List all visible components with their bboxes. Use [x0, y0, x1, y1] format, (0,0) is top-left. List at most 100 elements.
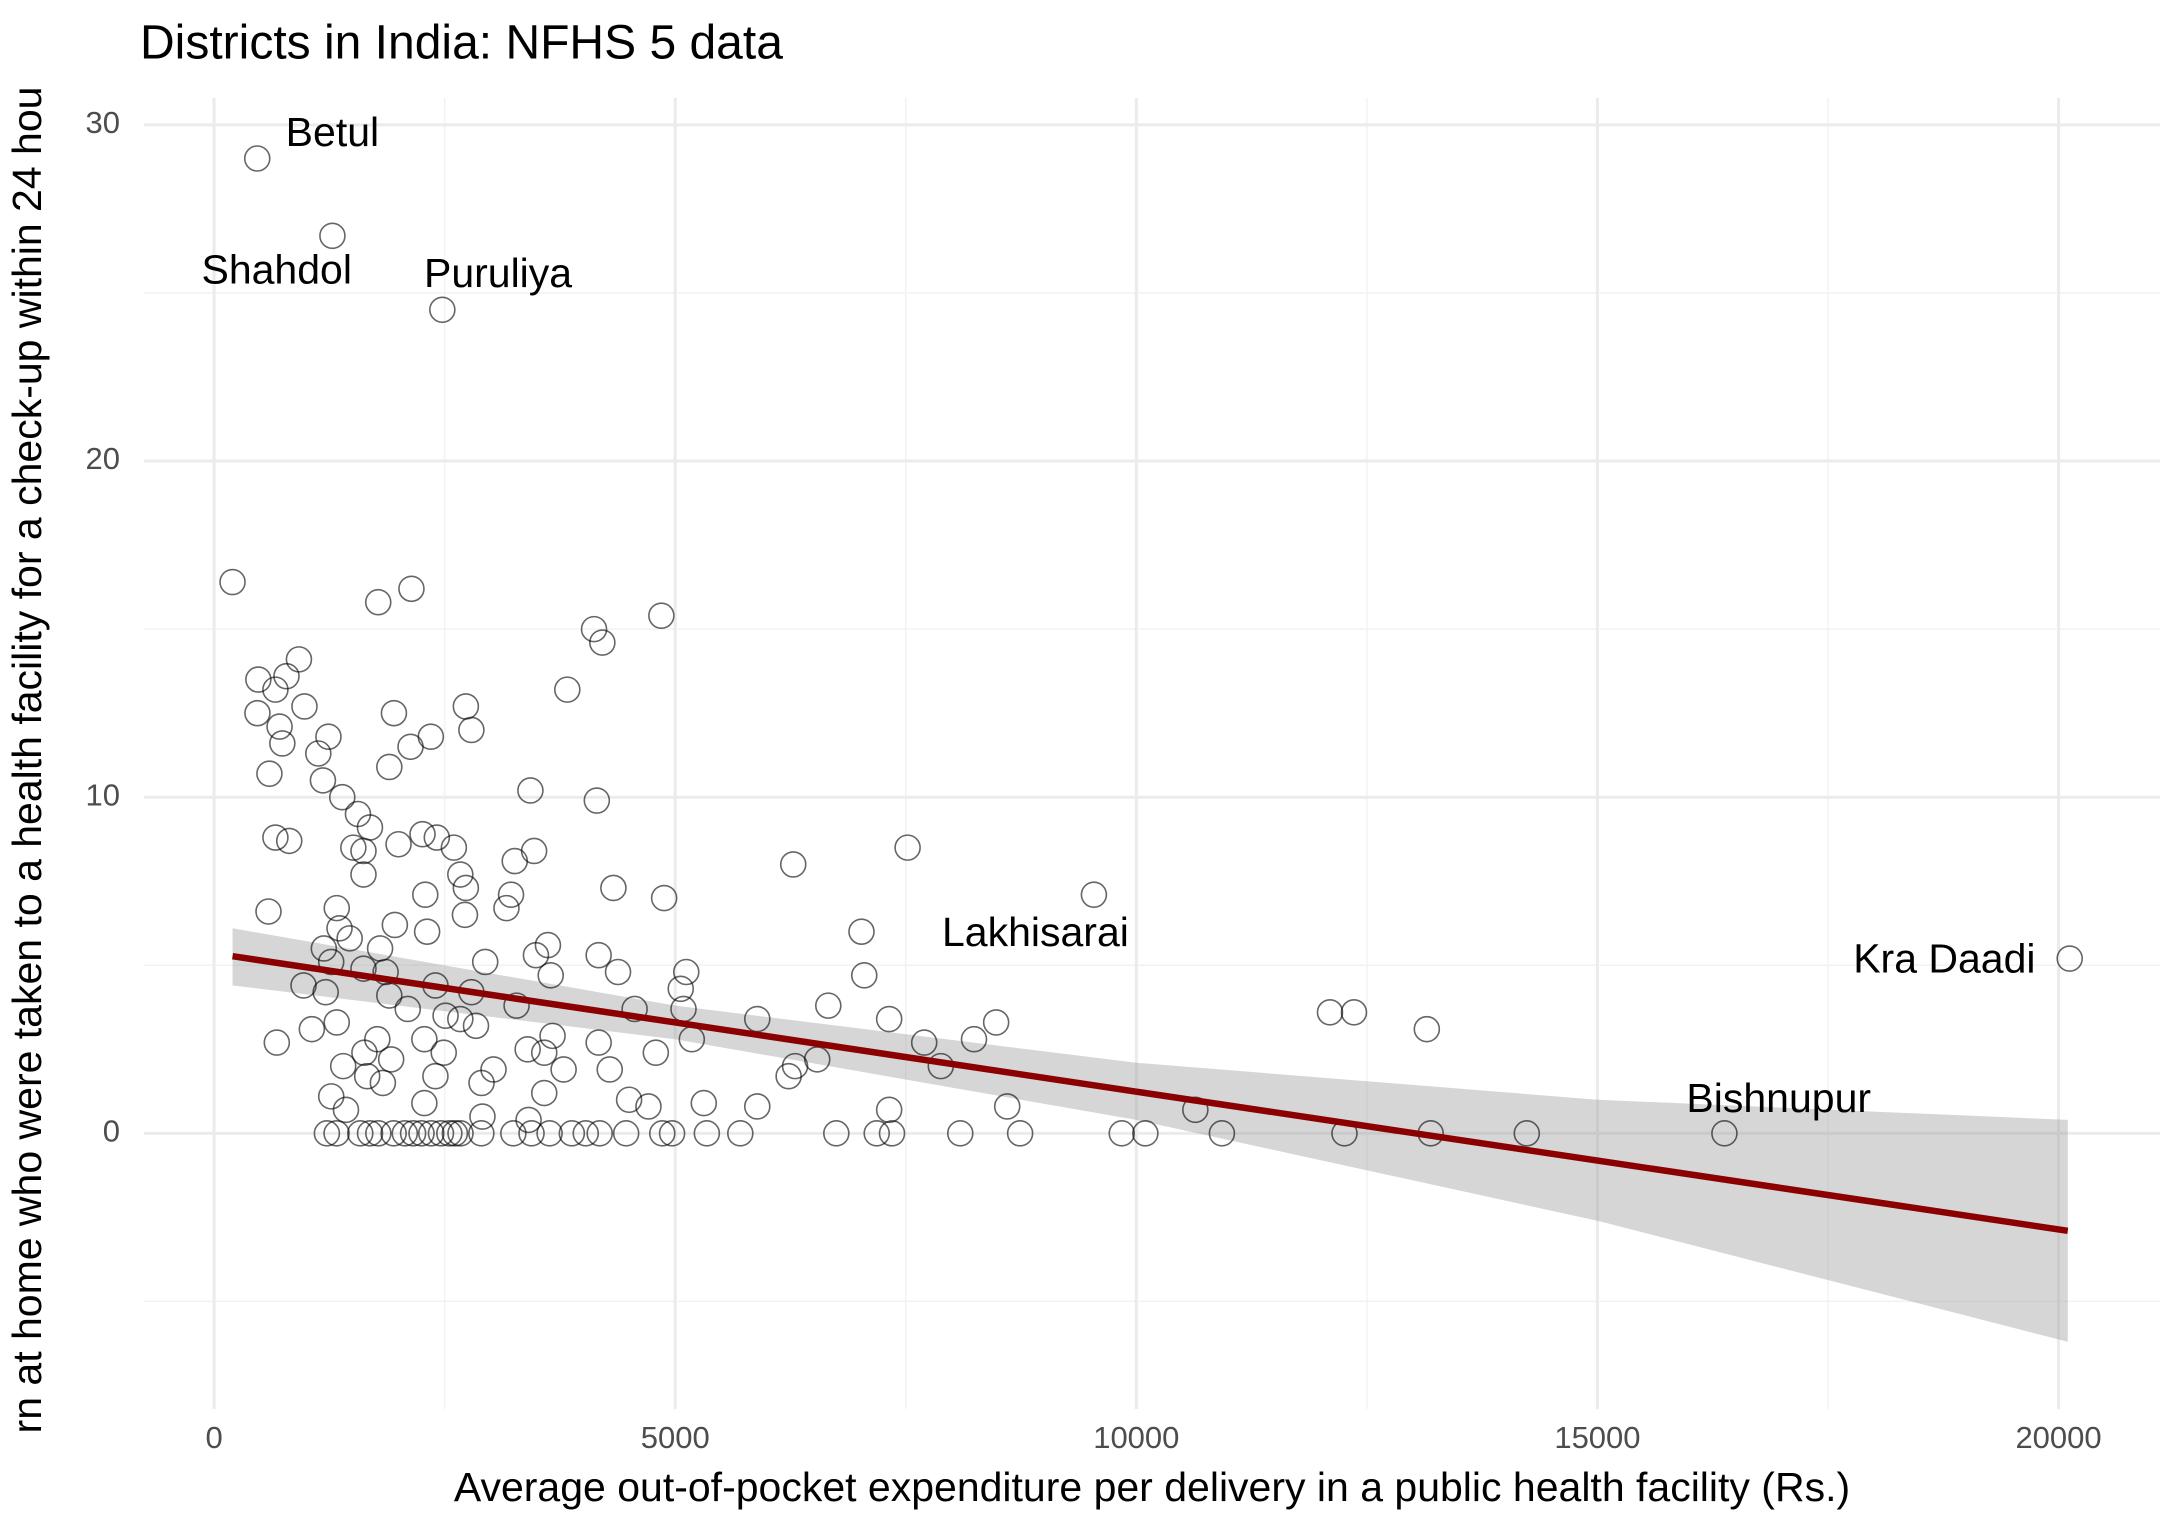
data-point: [411, 881, 439, 908]
data-point: [351, 1039, 378, 1066]
data-point: [1132, 1120, 1159, 1147]
data-point: [635, 1093, 662, 1120]
data-point: [648, 1120, 676, 1147]
data-point: [501, 847, 529, 875]
data-point: [468, 1120, 495, 1147]
data-point: [863, 1120, 891, 1147]
annotation: Bishnupur: [1686, 1075, 1871, 1121]
x-axis-label: Average out-of-pocket expenditure per de…: [454, 1464, 1850, 1510]
data-point: [960, 1025, 988, 1053]
data-point: [255, 898, 282, 925]
data-point: [743, 1093, 771, 1120]
x-tick-label: 20000: [2015, 1420, 2101, 1455]
data-point: [263, 1029, 291, 1056]
data-point: [993, 1093, 1021, 1120]
data-point: [266, 713, 293, 740]
data-point: [356, 1120, 384, 1147]
data-point: [536, 1120, 563, 1147]
data-point: [381, 911, 409, 939]
data-point: [878, 1120, 906, 1147]
y-tick-label: 20: [86, 441, 120, 476]
data-point: [365, 1120, 392, 1147]
data-point: [550, 1056, 577, 1083]
data-point: [273, 662, 300, 690]
data-point: [1711, 1120, 1738, 1147]
data-point: [572, 1120, 600, 1147]
data-point: [244, 699, 271, 727]
data-point: [814, 992, 842, 1019]
data-point: [328, 783, 356, 811]
data-point: [310, 935, 338, 962]
data-point: [497, 881, 525, 908]
data-point: [589, 629, 616, 656]
data-point: [399, 1120, 427, 1147]
data-point: [447, 1005, 474, 1033]
data-point: [493, 894, 520, 922]
data-point: [429, 296, 456, 324]
data-point: [369, 1069, 397, 1097]
data-point: [350, 837, 377, 865]
data-point: [848, 918, 875, 945]
data-point: [380, 1120, 407, 1147]
regression-line: [232, 952, 2069, 1235]
data-point: [309, 767, 337, 794]
y-tick-label: 30: [86, 105, 120, 140]
data-point: [411, 1025, 438, 1053]
data-point: [313, 1120, 341, 1147]
data-point: [658, 1120, 686, 1147]
data-point: [775, 1062, 802, 1090]
data-point: [1108, 1120, 1136, 1147]
data-point: [417, 1120, 445, 1147]
data-point: [530, 1079, 558, 1107]
data-point: [317, 948, 345, 976]
data-point: [336, 925, 363, 952]
data-point: [364, 588, 392, 616]
data-point: [558, 1120, 586, 1147]
data-point: [380, 699, 408, 727]
data-point: [621, 995, 648, 1023]
data-point: [451, 901, 479, 929]
data-point: [522, 941, 550, 969]
data-point: [262, 824, 289, 851]
data-point: [600, 874, 627, 902]
data-point: [323, 894, 351, 922]
data-point: [604, 958, 632, 986]
data-point: [376, 753, 403, 781]
data-point: [667, 975, 695, 1003]
data-point: [269, 730, 296, 757]
annotation: Betul: [286, 109, 379, 155]
annotation: Lakhisarai: [942, 909, 1129, 955]
data-point: [398, 575, 425, 603]
data-point: [779, 851, 807, 878]
data-point: [469, 1103, 496, 1130]
data-point: [910, 1029, 938, 1056]
data-point: [471, 948, 499, 976]
data-point: [1208, 1120, 1236, 1147]
data-point: [432, 1002, 459, 1030]
data-point: [727, 1120, 754, 1147]
data-point: [650, 884, 678, 912]
data-point: [514, 1036, 541, 1063]
data-point: [219, 568, 246, 596]
data-point: [394, 995, 422, 1023]
data-point: [291, 693, 318, 720]
chart-title: Districts in India: NFHS 5 data: [140, 17, 783, 70]
annotation: Shahdol: [201, 247, 351, 293]
data-point: [517, 777, 544, 804]
data-point: [1513, 1120, 1541, 1147]
confidence-band: [232, 928, 2068, 1342]
data-point: [326, 914, 353, 942]
x-tick-label: 15000: [1554, 1420, 1640, 1455]
data-point: [372, 958, 399, 986]
data-point: [409, 820, 436, 848]
data-point: [312, 978, 339, 1006]
data-point: [408, 1120, 435, 1147]
data-point: [430, 1039, 458, 1066]
data-point: [385, 830, 412, 858]
data-point: [875, 1005, 903, 1033]
y-tick-label: 0: [103, 1114, 120, 1149]
y-axis-label: rn at home who were taken to a health fa…: [4, 87, 50, 1434]
data-point: [340, 834, 367, 861]
